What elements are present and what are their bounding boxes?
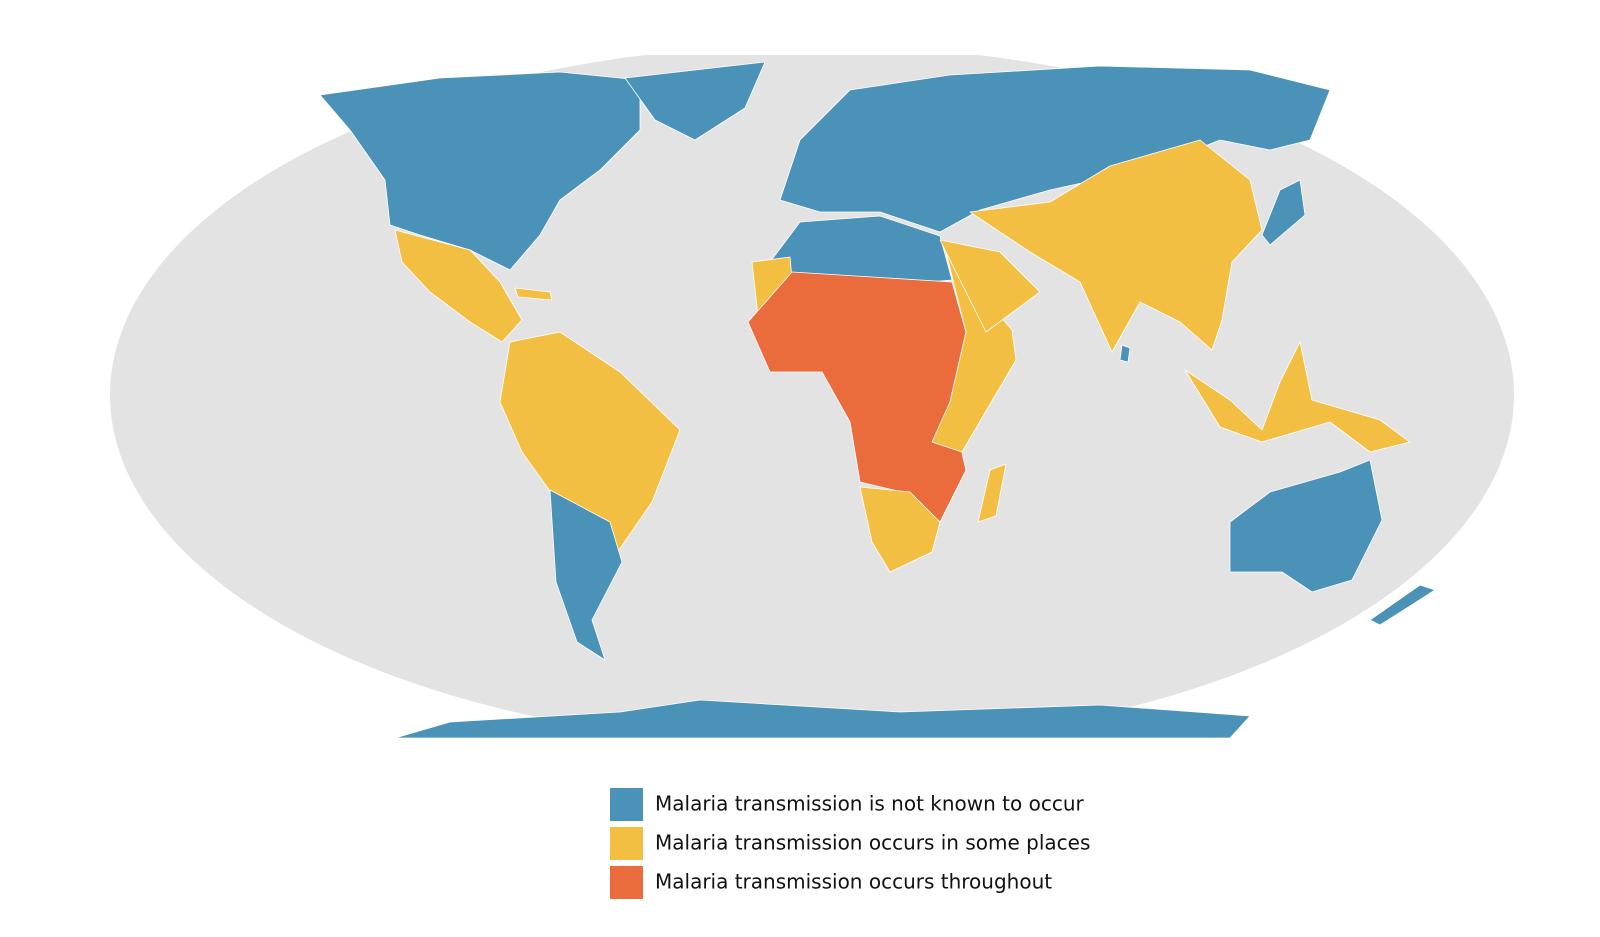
greenland bbox=[624, 61, 766, 141]
legend-swatch bbox=[610, 788, 643, 821]
caribbean bbox=[514, 287, 553, 301]
legend-label: Malaria transmission occurs in some plac… bbox=[655, 831, 1090, 855]
southeast-asia-islands bbox=[1184, 341, 1411, 453]
antarctica bbox=[394, 699, 1251, 738]
south-america-north bbox=[499, 331, 681, 561]
sri-lanka bbox=[1119, 344, 1131, 363]
eurasia-north bbox=[779, 65, 1331, 233]
legend: Malaria transmission is not known to occ… bbox=[610, 788, 1090, 899]
legend-label: Malaria transmission occurs throughout bbox=[655, 870, 1052, 894]
madagascar bbox=[977, 463, 1007, 523]
new-zealand bbox=[1369, 584, 1436, 626]
arabia bbox=[939, 239, 1041, 333]
east-africa bbox=[931, 251, 1017, 453]
japan bbox=[1261, 179, 1306, 246]
australia bbox=[1229, 459, 1383, 593]
southern-africa bbox=[859, 486, 941, 573]
asia-south bbox=[969, 139, 1263, 353]
map-body bbox=[110, 55, 1514, 738]
legend-swatch bbox=[610, 866, 643, 899]
legend-label: Malaria transmission is not known to occ… bbox=[655, 792, 1085, 816]
central-america bbox=[394, 229, 523, 343]
legend-swatch bbox=[610, 827, 643, 860]
south-america-south bbox=[549, 489, 623, 661]
north-america bbox=[319, 71, 641, 271]
